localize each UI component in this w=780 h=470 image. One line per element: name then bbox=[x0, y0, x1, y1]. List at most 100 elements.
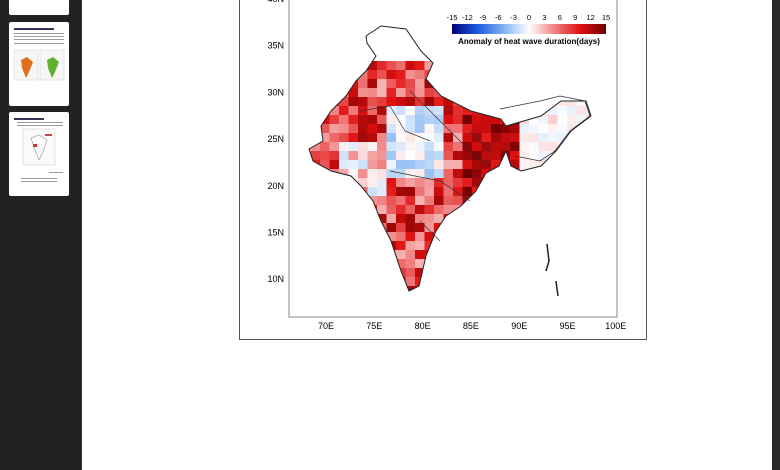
heatmap-cell bbox=[386, 106, 397, 116]
heatmap-cell bbox=[396, 187, 406, 197]
heatmap-cell bbox=[396, 70, 406, 80]
heatmap-cell bbox=[481, 115, 492, 125]
heatmap-cell bbox=[415, 124, 425, 134]
heatmap-cell bbox=[348, 124, 359, 134]
heatmap-cell bbox=[510, 70, 520, 80]
heatmap-cell bbox=[339, 70, 349, 80]
y-tick-label: 10N bbox=[267, 274, 284, 284]
heatmap-cell bbox=[481, 133, 492, 143]
heatmap-cell bbox=[339, 205, 349, 215]
heatmap-cell bbox=[444, 295, 454, 304]
heatmap-cell bbox=[386, 61, 397, 71]
heatmap-cell bbox=[310, 79, 321, 89]
heatmap-cell bbox=[567, 268, 577, 278]
thumbnail-3-preview bbox=[14, 118, 63, 182]
heatmap-cell bbox=[548, 214, 558, 224]
heatmap-cell bbox=[538, 70, 549, 80]
heatmap-cell bbox=[510, 250, 520, 260]
heatmap-cell bbox=[481, 277, 492, 287]
heatmap-cell bbox=[538, 115, 549, 125]
colorbar-tick-label: 9 bbox=[573, 13, 577, 22]
heatmap-cell bbox=[443, 232, 454, 242]
heatmap-cell bbox=[424, 61, 435, 71]
heatmap-cell bbox=[329, 70, 340, 80]
heatmap-cell bbox=[377, 160, 387, 170]
heatmap-cell bbox=[320, 142, 330, 152]
heatmap-cell bbox=[396, 79, 406, 89]
heatmap-cell bbox=[367, 115, 378, 125]
heatmap-cell bbox=[538, 178, 549, 188]
heatmap-cell bbox=[510, 169, 520, 179]
heatmap-cell bbox=[310, 214, 321, 224]
heatmap-cell bbox=[434, 70, 444, 80]
heatmap-cell bbox=[481, 241, 492, 251]
heatmap-cell bbox=[386, 160, 397, 170]
heatmap-cell bbox=[358, 268, 368, 278]
heatmap-cell bbox=[415, 178, 425, 188]
heatmap-cell bbox=[567, 259, 577, 269]
heatmap-cell bbox=[576, 250, 587, 260]
y-tick-label: 20N bbox=[267, 181, 284, 191]
heatmap-cell bbox=[500, 178, 511, 188]
heatmap-cell bbox=[310, 268, 321, 278]
heatmap-cell bbox=[462, 88, 473, 98]
heatmap-cell bbox=[377, 223, 387, 233]
heatmap-cell bbox=[434, 178, 444, 188]
heatmap-cell bbox=[320, 79, 330, 89]
heatmap-cell bbox=[481, 250, 492, 260]
heatmap-cell bbox=[519, 241, 530, 251]
page-thumbnail-3[interactable] bbox=[9, 112, 69, 196]
heatmap-cell bbox=[396, 115, 406, 125]
heatmap-cell bbox=[510, 88, 520, 98]
heatmap-cell bbox=[348, 286, 359, 291]
heatmap-cell bbox=[520, 295, 530, 304]
heatmap-cell bbox=[576, 214, 587, 224]
heatmap-cell bbox=[309, 70, 311, 80]
x-tick-label: 95E bbox=[559, 321, 575, 331]
heatmap-cell bbox=[443, 178, 454, 188]
heatmap-cell bbox=[415, 115, 425, 125]
heatmap-cell bbox=[329, 205, 340, 215]
heatmap-cell bbox=[424, 286, 435, 291]
heatmap-cell bbox=[529, 196, 539, 206]
heatmap-cell bbox=[491, 196, 501, 206]
heatmap-cell bbox=[424, 151, 435, 161]
heatmap-cell bbox=[491, 214, 501, 224]
heatmap-cell bbox=[472, 232, 482, 242]
heatmap-cell bbox=[443, 223, 454, 233]
heatmap-cell bbox=[529, 70, 539, 80]
heatmap-cell bbox=[491, 97, 501, 107]
heatmap-cell bbox=[453, 115, 463, 125]
heatmap-cell bbox=[529, 277, 539, 287]
heatmap-cell bbox=[586, 214, 591, 224]
heatmap-cell bbox=[548, 115, 558, 125]
heatmap-cell bbox=[443, 241, 454, 251]
heatmap-cell bbox=[434, 142, 444, 152]
heatmap-cell bbox=[434, 241, 444, 251]
heatmap-cell bbox=[472, 97, 482, 107]
heatmap-cell bbox=[576, 151, 587, 161]
heatmap-cell bbox=[405, 124, 416, 134]
colorbar-tick-label: -6 bbox=[495, 13, 502, 22]
heatmap-cell bbox=[491, 106, 501, 116]
heatmap-cell bbox=[329, 115, 340, 125]
colorbar: -15 -12 -9 -6 -3 0 3 6 9 12 15 Anomaly of heat wav… bbox=[447, 13, 611, 46]
heatmap-cell bbox=[339, 277, 349, 287]
heatmap-cell bbox=[557, 178, 568, 188]
heatmap-cell bbox=[500, 214, 511, 224]
heatmap-cell bbox=[377, 286, 387, 291]
heatmap-cell bbox=[548, 88, 558, 98]
scrollbar[interactable] bbox=[772, 0, 780, 470]
colorbar-tick-label: 3 bbox=[542, 13, 546, 22]
heatmap-cell bbox=[491, 268, 501, 278]
heatmap-cell bbox=[434, 133, 444, 143]
heatmap-cell bbox=[567, 151, 577, 161]
heatmap-cell bbox=[309, 61, 311, 71]
page-thumbnail-1[interactable] bbox=[9, 0, 69, 15]
x-tick-label: 80E bbox=[415, 321, 431, 331]
heatmap-cell bbox=[586, 124, 591, 134]
page-thumbnail-2[interactable] bbox=[9, 22, 69, 106]
heatmap-cell bbox=[557, 70, 568, 80]
heatmap-cell bbox=[310, 61, 321, 71]
heatmap-cell bbox=[367, 241, 378, 251]
